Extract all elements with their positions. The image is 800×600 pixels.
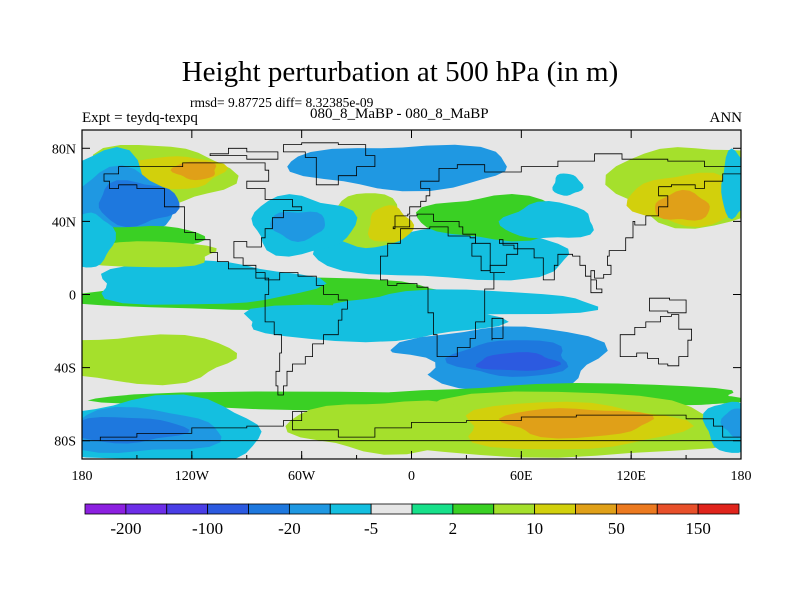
contour-region bbox=[721, 148, 741, 220]
y-tick-label: 40N bbox=[52, 215, 76, 230]
colorbar: -200 -100 -20 -5 2 10 50 150 bbox=[84, 503, 740, 538]
y-tick-label: 0 bbox=[69, 289, 76, 304]
colorbar-label: 2 bbox=[449, 519, 458, 538]
x-tick-label: 120E bbox=[616, 469, 646, 484]
contour-region bbox=[82, 212, 116, 268]
coastline bbox=[283, 142, 376, 186]
contour-region bbox=[552, 173, 584, 196]
season-label: ANN bbox=[709, 110, 743, 126]
contour-region bbox=[82, 241, 217, 268]
colorbar-swatch bbox=[656, 503, 699, 515]
colorbar-swatch bbox=[370, 503, 413, 515]
colorbar-label: -200 bbox=[110, 519, 141, 538]
colorbar-swatch bbox=[329, 503, 372, 515]
contour-region bbox=[367, 205, 415, 242]
y-tick-label: 40S bbox=[54, 362, 76, 377]
map-axes: 180 120W 60W 0 60E 120E 180 80N 40N 0 40S 80S bbox=[52, 130, 752, 484]
colorbar-swatch bbox=[84, 503, 127, 515]
colorbar-swatch bbox=[166, 503, 209, 515]
x-tick-label: 180 bbox=[731, 469, 752, 484]
rmsd-diff-stats: rmsd= 9.87725 diff= 8.32385e-09 bbox=[190, 95, 374, 110]
contour-region bbox=[720, 408, 741, 438]
colorbar-label: 150 bbox=[685, 519, 711, 538]
x-tick-label: 60E bbox=[510, 469, 533, 484]
contour-region bbox=[287, 343, 436, 391]
colorbar-swatch bbox=[248, 503, 290, 515]
colorbar-label: -20 bbox=[278, 519, 301, 538]
coastline bbox=[491, 317, 504, 341]
colorbar-swatch bbox=[452, 503, 495, 515]
colorbar-swatch bbox=[125, 503, 168, 515]
contour-field bbox=[82, 130, 741, 459]
coastline bbox=[392, 153, 741, 294]
case-names: 080_8_MaBP - 080_8_MaBP bbox=[310, 106, 489, 122]
coastline bbox=[82, 411, 741, 442]
colorbar-label: -5 bbox=[364, 519, 378, 538]
x-tick-label: 60W bbox=[288, 469, 316, 484]
x-tick-label: 0 bbox=[408, 469, 415, 484]
coastline bbox=[649, 297, 687, 314]
colorbar-swatch bbox=[411, 503, 454, 515]
colorbar-label: -100 bbox=[192, 519, 223, 538]
chart-title: Height perturbation at 500 hPa (in m) bbox=[181, 56, 619, 88]
colorbar-label: 10 bbox=[526, 519, 543, 538]
coastline bbox=[264, 272, 348, 396]
y-tick-label: 80N bbox=[52, 142, 76, 157]
contour-region bbox=[82, 334, 237, 386]
colorbar-swatch bbox=[493, 503, 536, 515]
colorbar-swatch bbox=[288, 503, 331, 515]
contour-region bbox=[476, 352, 561, 371]
y-tick-label: 80S bbox=[54, 435, 76, 450]
experiment-label: Expt = teydq-texpq bbox=[82, 110, 198, 126]
coastline bbox=[380, 226, 505, 357]
contour-region bbox=[270, 211, 325, 242]
contour-region bbox=[98, 180, 180, 228]
contour-region bbox=[498, 408, 655, 439]
contour-region bbox=[101, 260, 327, 305]
x-tick-label: 180 bbox=[72, 469, 93, 484]
colorbar-swatch bbox=[615, 503, 658, 515]
coastline bbox=[103, 162, 303, 281]
coastline bbox=[209, 147, 279, 160]
colorbar-swatch bbox=[575, 503, 617, 515]
coastlines bbox=[82, 142, 741, 442]
colorbar-swatch bbox=[697, 503, 740, 515]
contour-region bbox=[287, 144, 507, 192]
contour-region bbox=[498, 201, 594, 239]
contour-region bbox=[655, 189, 710, 221]
contour-region bbox=[243, 304, 509, 343]
colorbar-label: 50 bbox=[608, 519, 625, 538]
colorbar-swatch bbox=[534, 503, 576, 515]
coastline bbox=[619, 314, 692, 367]
colorbar-swatch bbox=[207, 503, 249, 515]
x-tick-label: 120W bbox=[175, 469, 210, 484]
